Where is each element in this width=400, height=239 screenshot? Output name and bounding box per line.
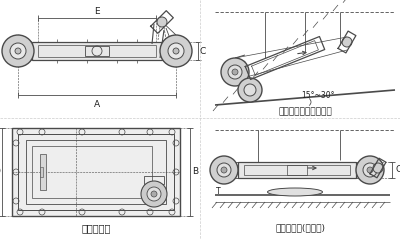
- Circle shape: [356, 156, 384, 184]
- Text: 外形尺寸图: 外形尺寸图: [81, 223, 111, 233]
- Circle shape: [160, 35, 192, 67]
- Bar: [32, 146, 152, 198]
- Circle shape: [221, 167, 227, 173]
- Bar: [40, 167, 43, 177]
- Circle shape: [157, 17, 167, 27]
- Circle shape: [228, 65, 242, 79]
- Circle shape: [210, 156, 238, 184]
- Text: B: B: [192, 168, 198, 176]
- Circle shape: [151, 191, 157, 197]
- Circle shape: [367, 167, 373, 173]
- Bar: [85, 46, 109, 56]
- Bar: [18, 134, 174, 210]
- Text: 15°~30°: 15°~30°: [301, 92, 335, 101]
- Ellipse shape: [268, 188, 322, 196]
- Bar: [244, 165, 350, 175]
- Text: 安装示意图（倾斜式）: 安装示意图（倾斜式）: [278, 108, 332, 116]
- Circle shape: [232, 69, 238, 75]
- Circle shape: [373, 163, 383, 173]
- Text: T: T: [216, 188, 220, 196]
- Bar: [238, 162, 356, 178]
- Text: C: C: [200, 47, 206, 55]
- Circle shape: [244, 84, 256, 96]
- Bar: [26, 140, 166, 204]
- Circle shape: [238, 78, 262, 102]
- Bar: [287, 165, 307, 175]
- Circle shape: [168, 43, 184, 59]
- Bar: [12, 128, 180, 216]
- Circle shape: [147, 187, 161, 201]
- Circle shape: [217, 163, 231, 177]
- Text: C: C: [395, 165, 400, 174]
- Circle shape: [342, 37, 352, 47]
- Bar: [144, 176, 164, 184]
- Circle shape: [173, 48, 179, 54]
- Circle shape: [15, 48, 21, 54]
- Circle shape: [2, 35, 34, 67]
- Text: A: A: [94, 100, 100, 109]
- Bar: [32, 42, 162, 60]
- Circle shape: [10, 43, 26, 59]
- Circle shape: [141, 181, 167, 207]
- Circle shape: [363, 163, 377, 177]
- Bar: [40, 154, 46, 190]
- Text: 安装示意图(水平式): 安装示意图(水平式): [275, 223, 325, 233]
- Circle shape: [221, 58, 249, 86]
- Text: E: E: [94, 7, 100, 16]
